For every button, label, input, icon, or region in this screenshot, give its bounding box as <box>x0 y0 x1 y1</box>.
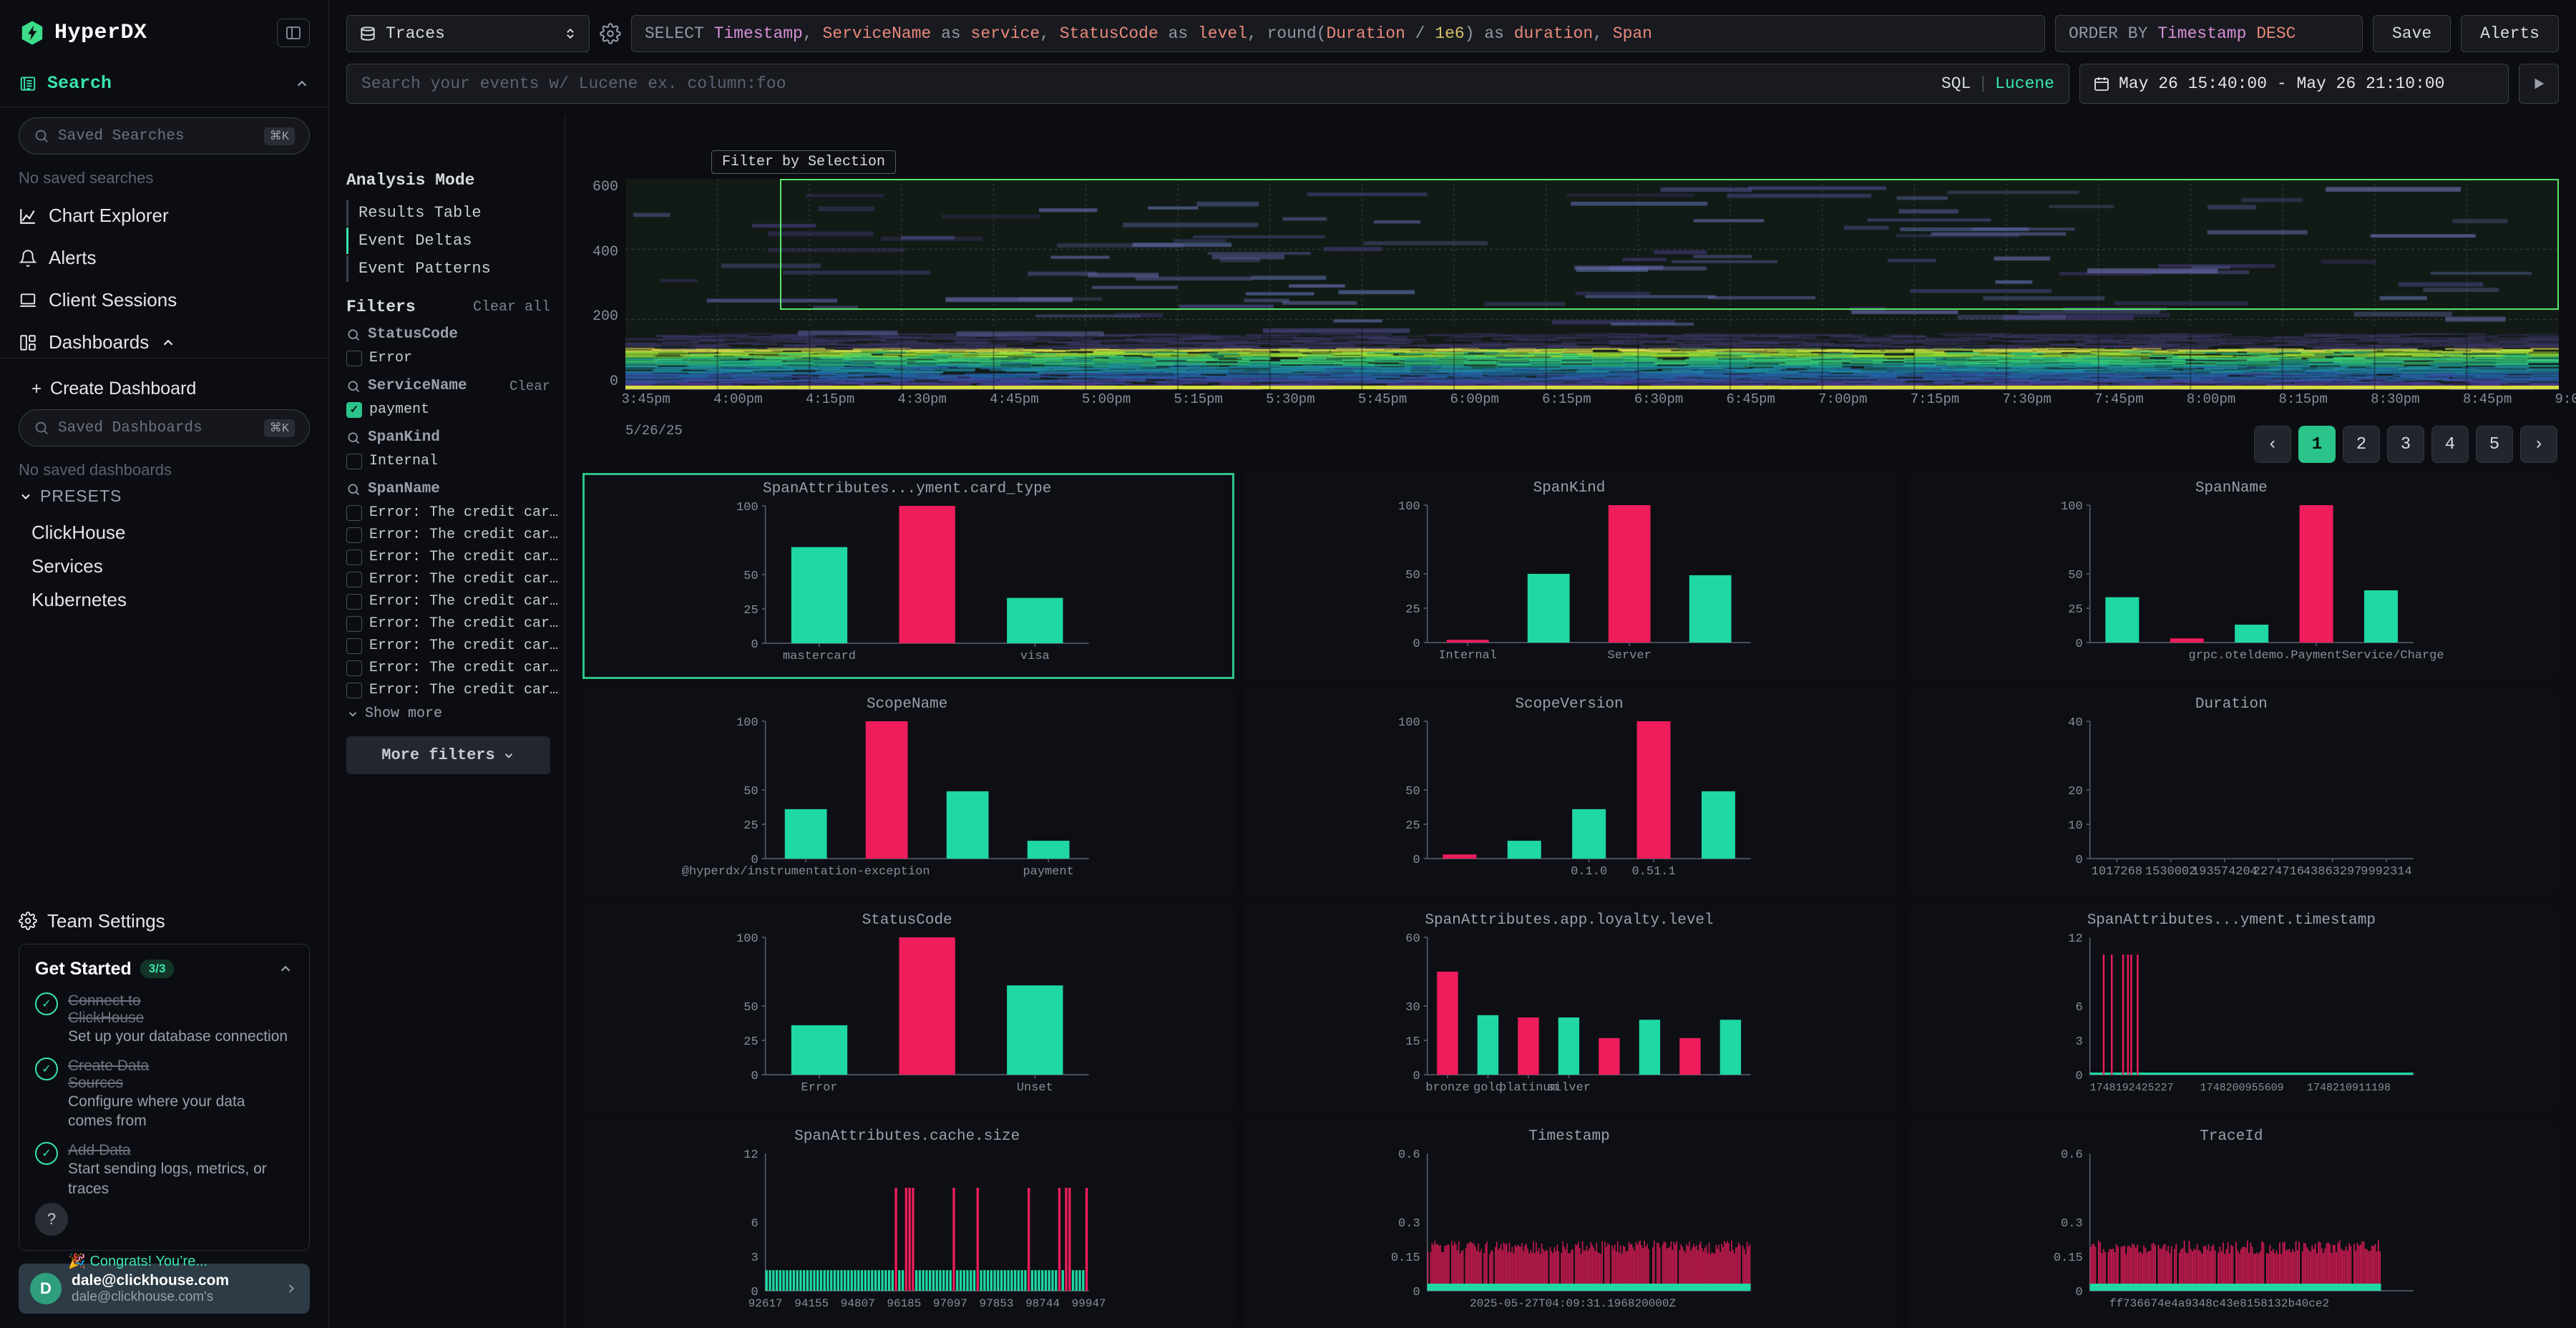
svg-text:100: 100 <box>1398 501 1420 514</box>
svg-text:0: 0 <box>2075 854 2082 867</box>
svg-text:0: 0 <box>2075 638 2082 651</box>
svg-text:60: 60 <box>1406 933 1420 946</box>
svg-text:0.3: 0.3 <box>2061 1217 2083 1231</box>
svg-text:43863297: 43863297 <box>2303 865 2362 879</box>
svg-text:50: 50 <box>1406 785 1420 799</box>
svg-text:15: 15 <box>1406 1035 1420 1049</box>
svg-text:0: 0 <box>1413 1286 1420 1299</box>
svg-text:9992314: 9992314 <box>2361 865 2411 879</box>
svg-text:Server: Server <box>1608 649 1652 663</box>
svg-text:50: 50 <box>743 570 758 583</box>
svg-text:0.15: 0.15 <box>2054 1251 2083 1265</box>
svg-text:20: 20 <box>2068 785 2082 799</box>
svg-text:grpc.oteldemo.PaymentService/C: grpc.oteldemo.PaymentService/Charge <box>2188 649 2444 663</box>
svg-text:10: 10 <box>2068 819 2082 833</box>
svg-text:100: 100 <box>2061 501 2083 514</box>
svg-text:94807: 94807 <box>841 1297 875 1310</box>
svg-text:0: 0 <box>2075 1286 2082 1299</box>
svg-text:1530002: 1530002 <box>2145 865 2196 879</box>
svg-text:2025-05-27T04:09:31.196820000Z: 2025-05-27T04:09:31.196820000Z <box>1470 1297 1676 1310</box>
svg-text:50: 50 <box>743 785 758 799</box>
svg-text:0: 0 <box>751 638 758 652</box>
svg-text:25: 25 <box>743 819 758 833</box>
svg-text:0: 0 <box>751 1070 758 1083</box>
svg-text:25: 25 <box>1406 603 1420 617</box>
svg-text:94155: 94155 <box>794 1297 829 1310</box>
svg-text:6: 6 <box>2075 1001 2082 1015</box>
svg-text:193574204: 193574204 <box>2192 865 2258 879</box>
svg-text:payment: payment <box>1023 865 1073 879</box>
svg-text:1748192425227: 1748192425227 <box>2089 1082 2173 1094</box>
svg-text:97097: 97097 <box>933 1297 967 1310</box>
svg-text:0.3: 0.3 <box>1398 1217 1420 1231</box>
svg-text:1748210911198: 1748210911198 <box>2307 1082 2391 1094</box>
svg-text:visa: visa <box>1020 650 1050 663</box>
svg-text:30: 30 <box>1406 1001 1420 1015</box>
svg-text:99947: 99947 <box>1072 1297 1106 1310</box>
svg-text:silver: silver <box>1547 1081 1591 1095</box>
svg-text:ff736674e4a9348c43e8158132b40c: ff736674e4a9348c43e8158132b40ce2 <box>2109 1297 2328 1310</box>
svg-text:mastercard: mastercard <box>783 650 856 663</box>
svg-text:Error: Error <box>801 1081 837 1095</box>
svg-text:@hyperdx/instrumentation-excep: @hyperdx/instrumentation-exception <box>682 865 930 879</box>
svg-text:1017268: 1017268 <box>2091 865 2142 879</box>
svg-text:25: 25 <box>743 604 758 617</box>
svg-text:0.51.1: 0.51.1 <box>1632 865 1676 879</box>
svg-text:0: 0 <box>2075 1070 2082 1083</box>
svg-text:0: 0 <box>1413 638 1420 651</box>
svg-text:50: 50 <box>743 1001 758 1015</box>
svg-text:3: 3 <box>2075 1035 2082 1049</box>
svg-text:12: 12 <box>2068 933 2082 946</box>
svg-text:6: 6 <box>751 1217 758 1231</box>
svg-text:50: 50 <box>1406 569 1420 582</box>
svg-text:25: 25 <box>2068 603 2082 617</box>
svg-text:0.6: 0.6 <box>2061 1149 2083 1162</box>
svg-text:bronze: bronze <box>1426 1081 1470 1095</box>
svg-text:97853: 97853 <box>980 1297 1014 1310</box>
svg-text:2274716: 2274716 <box>2253 865 2303 879</box>
svg-text:0.6: 0.6 <box>1398 1149 1420 1162</box>
svg-text:Unset: Unset <box>1017 1081 1053 1095</box>
svg-text:25: 25 <box>1406 819 1420 833</box>
svg-text:50: 50 <box>2068 569 2082 582</box>
svg-text:0.15: 0.15 <box>1391 1251 1420 1265</box>
svg-text:Internal: Internal <box>1439 649 1498 663</box>
svg-text:100: 100 <box>1398 717 1420 730</box>
svg-text:98744: 98744 <box>1025 1297 1060 1310</box>
svg-text:12: 12 <box>743 1149 758 1162</box>
svg-text:1748200955609: 1748200955609 <box>2200 1082 2283 1094</box>
svg-text:gold: gold <box>1473 1081 1503 1095</box>
svg-text:0: 0 <box>1413 1070 1420 1083</box>
svg-text:3: 3 <box>751 1251 758 1265</box>
svg-text:96185: 96185 <box>887 1297 921 1310</box>
svg-text:92617: 92617 <box>748 1297 783 1310</box>
svg-text:100: 100 <box>736 502 758 514</box>
svg-text:100: 100 <box>736 933 758 946</box>
svg-text:40: 40 <box>2068 717 2082 730</box>
svg-text:0.1.0: 0.1.0 <box>1571 865 1607 879</box>
svg-text:0: 0 <box>1413 854 1420 867</box>
svg-text:100: 100 <box>736 717 758 730</box>
svg-text:25: 25 <box>743 1035 758 1049</box>
